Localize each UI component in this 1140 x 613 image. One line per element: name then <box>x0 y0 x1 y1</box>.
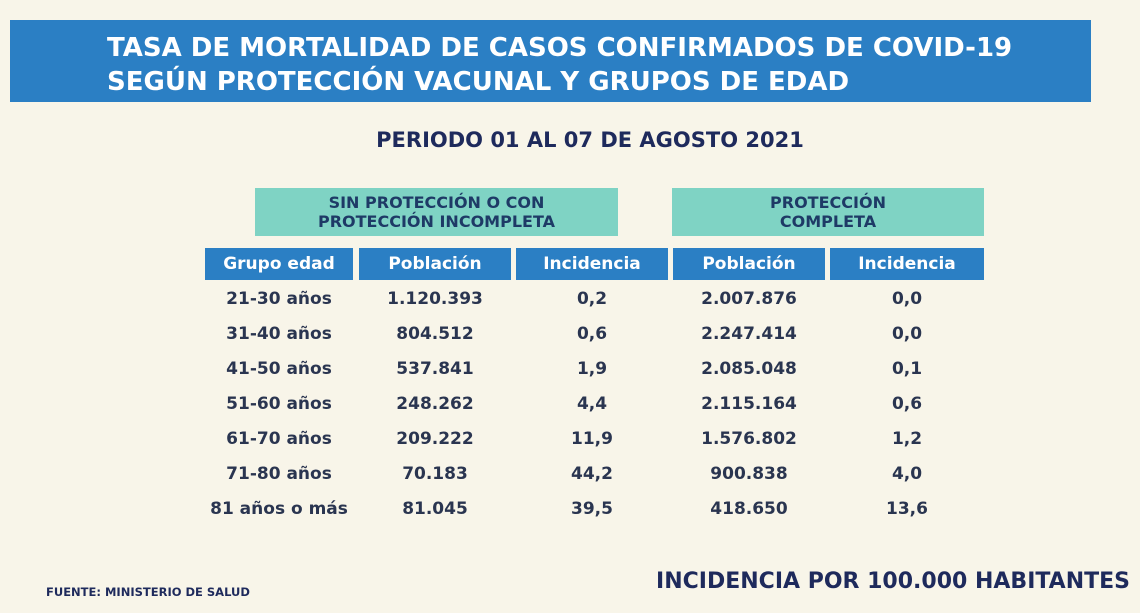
cell-poblacion-sin: 1.120.393 <box>387 289 483 309</box>
cell-poblacion-completa: 1.576.802 <box>701 429 797 449</box>
table-row: 41-50 años 537.841 1,9 2.085.048 0,1 <box>0 352 1140 387</box>
cell-poblacion-sin: 81.045 <box>402 499 468 519</box>
cell-incidencia-completa: 13,6 <box>886 499 928 519</box>
group-header-proteccion-completa: PROTECCIÓN COMPLETA <box>672 188 984 236</box>
cell-incidencia-completa: 0,0 <box>891 289 923 309</box>
cell-poblacion-sin: 209.222 <box>396 429 474 449</box>
cell-grupo-edad: 51-60 años <box>226 394 332 414</box>
table-row: 71-80 años 70.183 44,2 900.838 4,0 <box>0 457 1140 492</box>
incidence-unit-note: INCIDENCIA POR 100.000 HABITANTES <box>656 569 1130 594</box>
title-line-2: SEGÚN PROTECCIÓN VACUNAL Y GRUPOS DE EDA… <box>107 67 850 97</box>
title-banner: TASA DE MORTALIDAD DE CASOS CONFIRMADOS … <box>10 20 1091 102</box>
cell-grupo-edad: 31-40 años <box>226 324 332 344</box>
cell-poblacion-sin: 537.841 <box>396 359 474 379</box>
cell-incidencia-sin: 1,9 <box>576 359 608 379</box>
cell-incidencia-sin: 44,2 <box>571 464 613 484</box>
table-row: 31-40 años 804.512 0,6 2.247.414 0,0 <box>0 317 1140 352</box>
cell-grupo-edad: 71-80 años <box>226 464 332 484</box>
cell-incidencia-completa: 0,6 <box>891 394 923 414</box>
group-header-sin-proteccion-line-2: PROTECCIÓN INCOMPLETA <box>317 212 555 231</box>
cell-poblacion-completa: 2.085.048 <box>701 359 797 379</box>
group-header-proteccion-completa-line-1: PROTECCIÓN <box>770 193 886 212</box>
cell-poblacion-sin: 804.512 <box>396 324 474 344</box>
group-header-sin-proteccion: SIN PROTECCIÓN O CON PROTECCIÓN INCOMPLE… <box>255 188 618 236</box>
table-row: 81 años o más 81.045 39,5 418.650 13,6 <box>0 492 1140 527</box>
cell-grupo-edad: 41-50 años <box>226 359 332 379</box>
column-header-poblacion-sin: Población <box>359 248 511 280</box>
table-row: 21-30 años 1.120.393 0,2 2.007.876 0,0 <box>0 282 1140 317</box>
cell-grupo-edad: 81 años o más <box>210 499 348 519</box>
cell-poblacion-completa: 418.650 <box>710 499 788 519</box>
cell-incidencia-sin: 4,4 <box>576 394 608 414</box>
cell-incidencia-completa: 4,0 <box>891 464 923 484</box>
column-header-poblacion-completa: Población <box>673 248 825 280</box>
cell-incidencia-completa: 0,1 <box>891 359 923 379</box>
table-row: 51-60 años 248.262 4,4 2.115.164 0,6 <box>0 387 1140 422</box>
table-row: 61-70 años 209.222 11,9 1.576.802 1,2 <box>0 422 1140 457</box>
cell-incidencia-sin: 39,5 <box>571 499 613 519</box>
cell-incidencia-completa: 0,0 <box>891 324 923 344</box>
cell-poblacion-completa: 900.838 <box>710 464 788 484</box>
period-subtitle: PERIODO 01 AL 07 DE AGOSTO 2021 <box>376 128 804 152</box>
source-note: FUENTE: MINISTERIO DE SALUD <box>46 585 250 599</box>
cell-poblacion-sin: 248.262 <box>396 394 474 414</box>
cell-grupo-edad: 21-30 años <box>226 289 332 309</box>
title-line-1: TASA DE MORTALIDAD DE CASOS CONFIRMADOS … <box>107 33 1013 63</box>
cell-incidencia-sin: 0,2 <box>576 289 608 309</box>
cell-poblacion-sin: 70.183 <box>402 464 468 484</box>
cell-poblacion-completa: 2.247.414 <box>701 324 797 344</box>
cell-grupo-edad: 61-70 años <box>226 429 332 449</box>
column-header-incidencia-sin: Incidencia <box>516 248 668 280</box>
column-header-grupo-edad: Grupo edad <box>205 248 353 280</box>
cell-incidencia-sin: 0,6 <box>576 324 608 344</box>
group-header-proteccion-completa-line-2: COMPLETA <box>779 212 877 231</box>
cell-poblacion-completa: 2.007.876 <box>701 289 797 309</box>
group-header-sin-proteccion-line-1: SIN PROTECCIÓN O CON <box>328 193 545 212</box>
cell-poblacion-completa: 2.115.164 <box>701 394 797 414</box>
cell-incidencia-completa: 1,2 <box>891 429 923 449</box>
column-header-incidencia-completa: Incidencia <box>830 248 984 280</box>
cell-incidencia-sin: 11,9 <box>571 429 613 449</box>
